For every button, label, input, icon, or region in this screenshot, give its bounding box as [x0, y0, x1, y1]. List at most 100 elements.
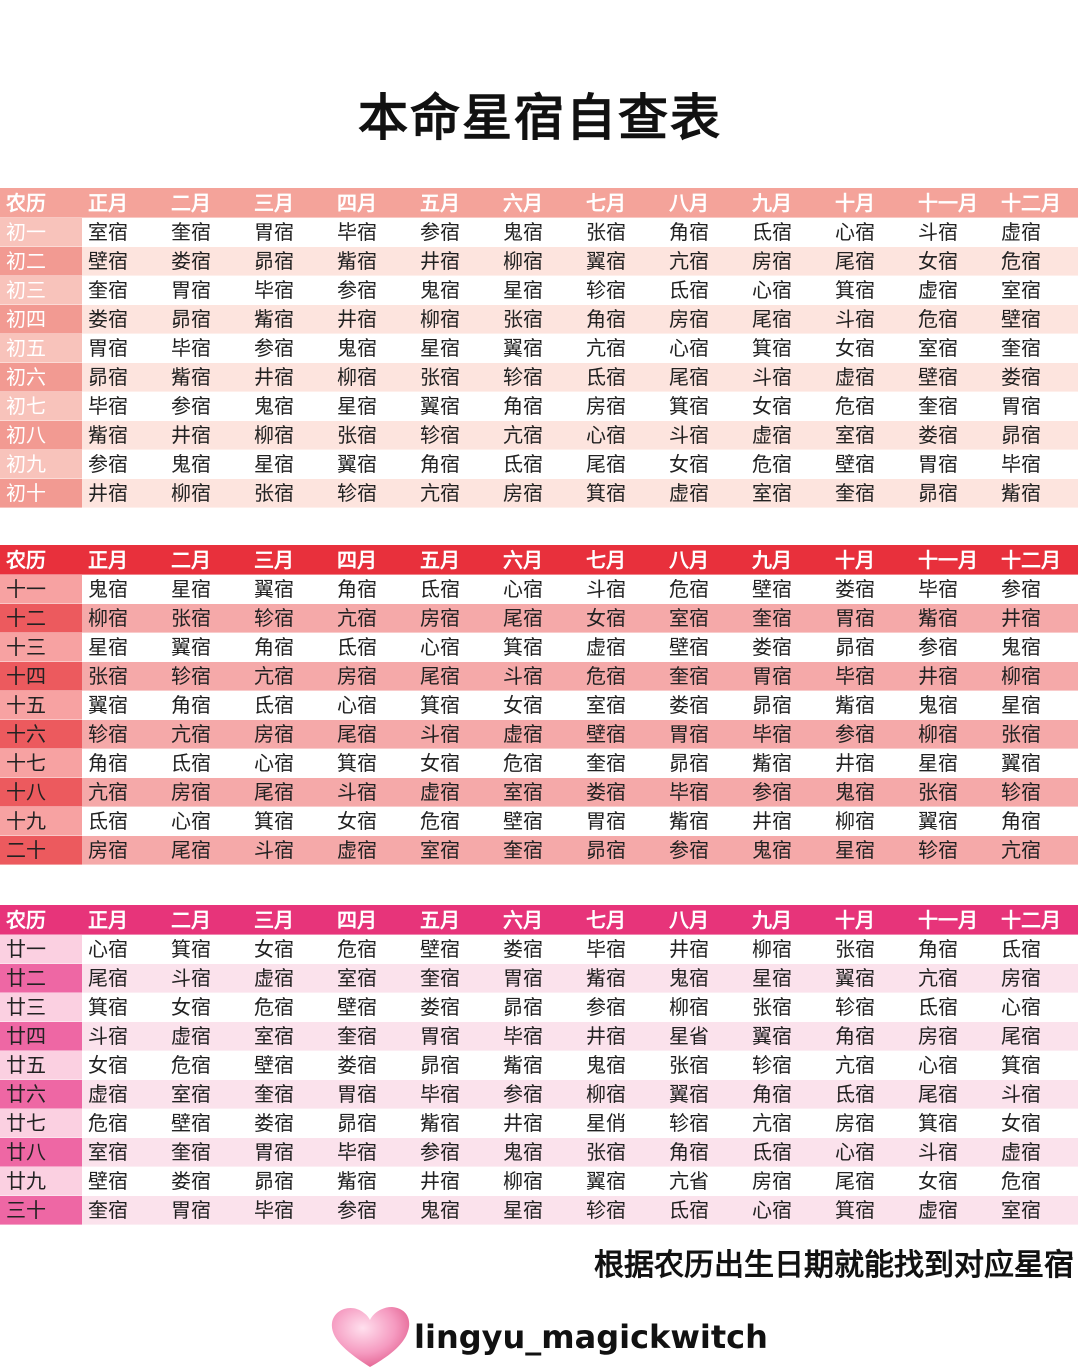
cell: 氐宿 — [663, 276, 746, 305]
cell: 亢宿 — [580, 334, 663, 363]
row-label: 廿九 — [0, 1167, 82, 1196]
cell: 房宿 — [414, 604, 497, 633]
cell: 昴宿 — [414, 1051, 497, 1080]
cell: 心宿 — [912, 1051, 995, 1080]
cell: 房宿 — [165, 778, 248, 807]
cell: 张宿 — [663, 1051, 746, 1080]
cell: 虚宿 — [165, 1022, 248, 1051]
column-header: 六月 — [497, 188, 580, 218]
column-header: 正月 — [82, 545, 165, 575]
column-header: 四月 — [331, 905, 414, 935]
cell: 鬼宿 — [497, 218, 580, 247]
cell: 胃宿 — [580, 807, 663, 836]
cell: 鬼宿 — [663, 964, 746, 993]
cell: 鬼宿 — [497, 1138, 580, 1167]
cell: 心宿 — [414, 633, 497, 662]
cell: 翼宿 — [995, 749, 1078, 778]
row-label: 廿六 — [0, 1080, 82, 1109]
cell: 参宿 — [248, 334, 331, 363]
cell: 觜宿 — [248, 305, 331, 334]
cell: 鬼宿 — [580, 1051, 663, 1080]
row-label: 初二 — [0, 247, 82, 276]
cell: 娄宿 — [829, 575, 912, 604]
cell: 壁宿 — [746, 575, 829, 604]
cell: 斗宿 — [82, 1022, 165, 1051]
cell: 鬼宿 — [165, 450, 248, 479]
column-header: 九月 — [746, 905, 829, 935]
cell: 尾宿 — [414, 662, 497, 691]
cell: 奎宿 — [497, 836, 580, 865]
cell: 壁宿 — [82, 1167, 165, 1196]
cell: 虚宿 — [331, 836, 414, 865]
cell: 张宿 — [82, 662, 165, 691]
cell: 昴宿 — [248, 247, 331, 276]
row-label: 廿三 — [0, 993, 82, 1022]
cell: 亢宿 — [912, 964, 995, 993]
cell: 氐宿 — [165, 749, 248, 778]
column-header: 十一月 — [912, 188, 995, 218]
column-header: 六月 — [497, 545, 580, 575]
cell: 氐宿 — [746, 1138, 829, 1167]
cell: 柳宿 — [248, 421, 331, 450]
cell: 壁宿 — [82, 247, 165, 276]
cell: 张宿 — [580, 1138, 663, 1167]
cell: 娄宿 — [663, 691, 746, 720]
cell: 井宿 — [829, 749, 912, 778]
column-header: 五月 — [414, 905, 497, 935]
cell: 胃宿 — [746, 662, 829, 691]
cell: 昴宿 — [165, 305, 248, 334]
cell: 危宿 — [580, 662, 663, 691]
cell: 斗宿 — [248, 836, 331, 865]
cell: 心宿 — [746, 1196, 829, 1225]
cell: 角宿 — [995, 807, 1078, 836]
column-header: 农历 — [0, 545, 82, 575]
cell: 亢宿 — [414, 479, 497, 508]
cell: 奎宿 — [331, 1022, 414, 1051]
cell: 角宿 — [165, 691, 248, 720]
cell: 参宿 — [912, 633, 995, 662]
cell: 觜宿 — [912, 604, 995, 633]
cell: 胃宿 — [82, 334, 165, 363]
cell: 奎宿 — [829, 479, 912, 508]
cell: 壁宿 — [165, 1109, 248, 1138]
cell: 张宿 — [829, 935, 912, 964]
row-label: 初八 — [0, 421, 82, 450]
cell: 氐宿 — [580, 363, 663, 392]
cell: 胃宿 — [165, 276, 248, 305]
cell: 鬼宿 — [82, 575, 165, 604]
cell: 柳宿 — [497, 1167, 580, 1196]
cell: 心宿 — [995, 993, 1078, 1022]
cell: 参宿 — [331, 1196, 414, 1225]
cell: 胃宿 — [165, 1196, 248, 1225]
cell: 参宿 — [331, 276, 414, 305]
cell: 参宿 — [995, 575, 1078, 604]
cell: 室宿 — [829, 421, 912, 450]
cell: 斗宿 — [995, 1080, 1078, 1109]
cell: 心宿 — [248, 749, 331, 778]
cell: 昴宿 — [995, 421, 1078, 450]
cell: 觜宿 — [414, 1109, 497, 1138]
cell: 亢宿 — [331, 604, 414, 633]
cell: 参宿 — [414, 218, 497, 247]
cell: 轸宿 — [414, 421, 497, 450]
cell: 毕宿 — [165, 334, 248, 363]
column-header: 七月 — [580, 905, 663, 935]
handle: lingyu_magickwitch — [414, 1318, 768, 1356]
row-label: 初四 — [0, 305, 82, 334]
cell: 毕宿 — [746, 720, 829, 749]
cell: 毕宿 — [580, 935, 663, 964]
cell: 房宿 — [995, 964, 1078, 993]
column-header: 五月 — [414, 545, 497, 575]
cell: 轸宿 — [829, 993, 912, 1022]
cell: 危宿 — [912, 305, 995, 334]
cell: 氐宿 — [663, 1196, 746, 1225]
column-header: 七月 — [580, 188, 663, 218]
row-label: 初三 — [0, 276, 82, 305]
cell: 亢宿 — [82, 778, 165, 807]
column-header: 十一月 — [912, 905, 995, 935]
cell: 室宿 — [746, 479, 829, 508]
row-label: 十三 — [0, 633, 82, 662]
cell: 娄宿 — [331, 1051, 414, 1080]
cell: 柳宿 — [912, 720, 995, 749]
cell: 危宿 — [829, 392, 912, 421]
